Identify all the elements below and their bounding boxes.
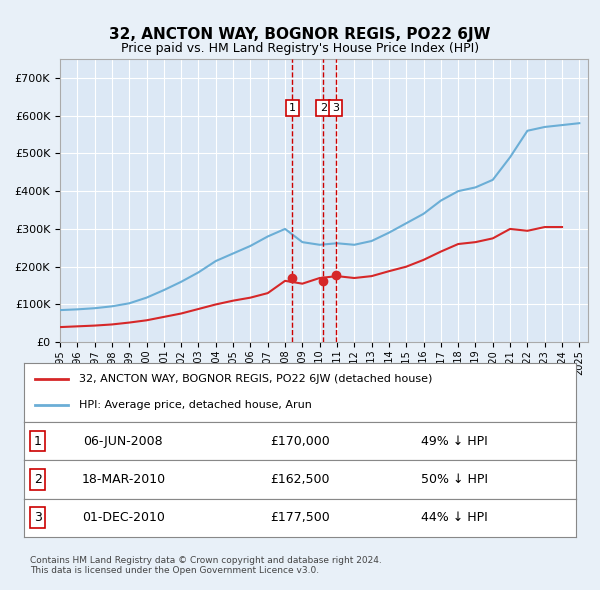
Text: 32, ANCTON WAY, BOGNOR REGIS, PO22 6JW: 32, ANCTON WAY, BOGNOR REGIS, PO22 6JW bbox=[109, 27, 491, 41]
Text: 32, ANCTON WAY, BOGNOR REGIS, PO22 6JW (detached house): 32, ANCTON WAY, BOGNOR REGIS, PO22 6JW (… bbox=[79, 375, 433, 384]
Text: 2: 2 bbox=[34, 473, 42, 486]
Text: 1: 1 bbox=[289, 103, 296, 113]
Text: 2: 2 bbox=[320, 103, 327, 113]
Text: 44% ↓ HPI: 44% ↓ HPI bbox=[421, 511, 488, 525]
Text: 3: 3 bbox=[34, 511, 42, 525]
Text: HPI: Average price, detached house, Arun: HPI: Average price, detached house, Arun bbox=[79, 401, 312, 410]
Text: 50% ↓ HPI: 50% ↓ HPI bbox=[421, 473, 488, 486]
Text: 01-DEC-2010: 01-DEC-2010 bbox=[82, 511, 165, 525]
Text: 18-MAR-2010: 18-MAR-2010 bbox=[81, 473, 166, 486]
Text: £177,500: £177,500 bbox=[270, 511, 330, 525]
Text: 06-JUN-2008: 06-JUN-2008 bbox=[83, 434, 163, 448]
Text: Price paid vs. HM Land Registry's House Price Index (HPI): Price paid vs. HM Land Registry's House … bbox=[121, 42, 479, 55]
Text: 49% ↓ HPI: 49% ↓ HPI bbox=[421, 434, 488, 448]
Text: £162,500: £162,500 bbox=[270, 473, 330, 486]
Text: 1: 1 bbox=[34, 434, 42, 448]
Text: Contains HM Land Registry data © Crown copyright and database right 2024.
This d: Contains HM Land Registry data © Crown c… bbox=[30, 556, 382, 575]
Text: 3: 3 bbox=[332, 103, 339, 113]
Text: £170,000: £170,000 bbox=[270, 434, 330, 448]
